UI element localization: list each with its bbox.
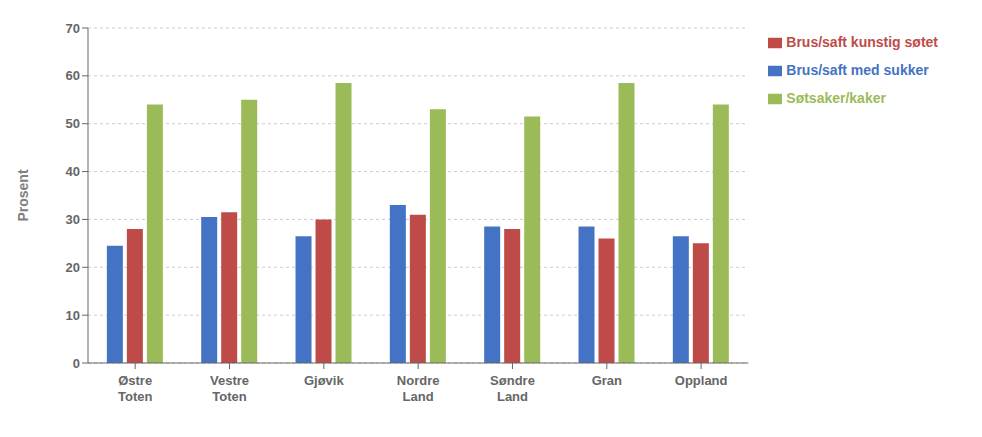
svg-text:30: 30: [66, 212, 80, 227]
html-text:Brus/saft med sukker: Brus/saft med sukker: [786, 62, 929, 78]
svg-text:NordreLand: NordreLand: [397, 373, 440, 404]
svg-text:70: 70: [66, 21, 80, 36]
svg-text:ØstreToten: ØstreToten: [118, 373, 152, 404]
html-text:Brus/saft kunstig søtet: Brus/saft kunstig søtet: [786, 34, 938, 50]
svg-text:60: 60: [66, 68, 80, 83]
svg-text:Gran: Gran: [592, 373, 622, 388]
svg-text:Gjøvik: Gjøvik: [304, 373, 345, 388]
svg-text:Oppland: Oppland: [675, 373, 728, 388]
svg-text:SøndreLand: SøndreLand: [490, 373, 535, 404]
svg-text:40: 40: [66, 164, 80, 179]
svg-text:VestreToten: VestreToten: [210, 373, 249, 404]
svg-text:50: 50: [66, 116, 80, 131]
html-text:Søtsaker/kaker: Søtsaker/kaker: [786, 90, 886, 106]
svg-text:0: 0: [73, 356, 80, 371]
svg-text:20: 20: [66, 260, 80, 275]
svg-text:Prosent: Prosent: [15, 169, 31, 221]
svg-text:10: 10: [66, 308, 80, 323]
